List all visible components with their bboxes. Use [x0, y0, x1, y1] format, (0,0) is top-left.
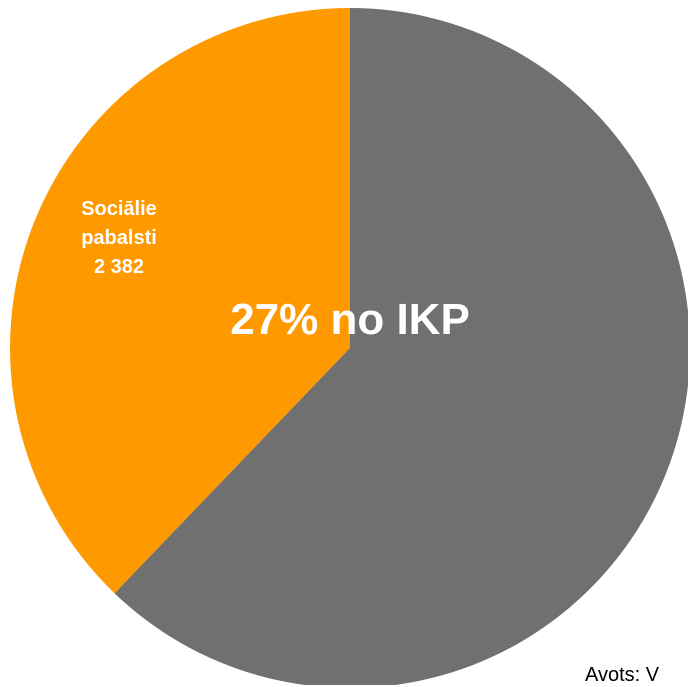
source-note: Avots: V	[585, 664, 660, 686]
slice-label-social-benefits: Sociālie pabalsti 2 382	[54, 195, 184, 282]
pie-slice-1	[114, 8, 688, 685]
slice-label-line-3: 2 382	[93, 256, 145, 278]
pie-slice-0	[9, 8, 350, 594]
slice-label-line-2: pabalsti	[81, 227, 157, 249]
center-label: 27% no IKP	[230, 295, 470, 344]
slice-label-line-1: Sociālie	[81, 198, 157, 220]
